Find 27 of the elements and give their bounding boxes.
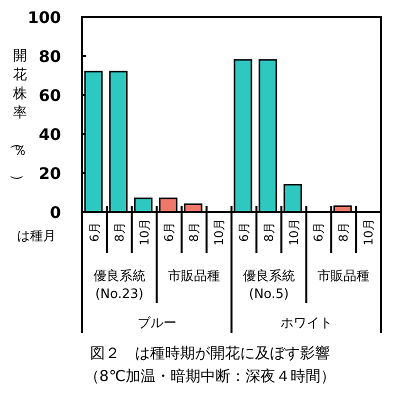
text: ブルー: [137, 316, 176, 331]
text: （8℃加温・暗期中断：深夜４時間）: [84, 367, 336, 385]
x-tick-label: 10月: [212, 218, 226, 246]
x-tick-label: 8月: [262, 222, 276, 242]
y-tick-label: 40: [38, 125, 61, 144]
x-tick-label: 10月: [362, 218, 376, 246]
y-tick-label: 60: [38, 86, 61, 105]
text: 市販品種: [168, 269, 220, 284]
x-tick-label: 6月: [87, 222, 102, 242]
x-tick-label: 8月: [336, 222, 351, 242]
y-tick-label: 100: [28, 8, 61, 27]
y-tick-label: 0: [50, 203, 61, 222]
x-tick-label: 10月: [137, 218, 152, 246]
x-tick-label: 6月: [236, 222, 251, 242]
text: 市販品種: [318, 269, 370, 284]
y-tick-label: 20: [38, 164, 61, 183]
text: 優良系統 (No.5): [242, 269, 295, 302]
text: 図２ は種時期が開花に及ぼす影響: [90, 344, 330, 362]
y-tick-label: 80: [38, 47, 61, 66]
x-axis-title: は種月: [17, 229, 56, 244]
x-tick-label: 8月: [187, 222, 202, 242]
x-tick-label: 8月: [112, 222, 126, 242]
x-tick-label: 6月: [162, 222, 176, 242]
text: 優良系統 (No.23): [93, 269, 146, 302]
text: ホワイト: [280, 316, 332, 331]
x-tick-label: 10月: [286, 218, 301, 246]
x-tick-label: 6月: [312, 222, 326, 242]
